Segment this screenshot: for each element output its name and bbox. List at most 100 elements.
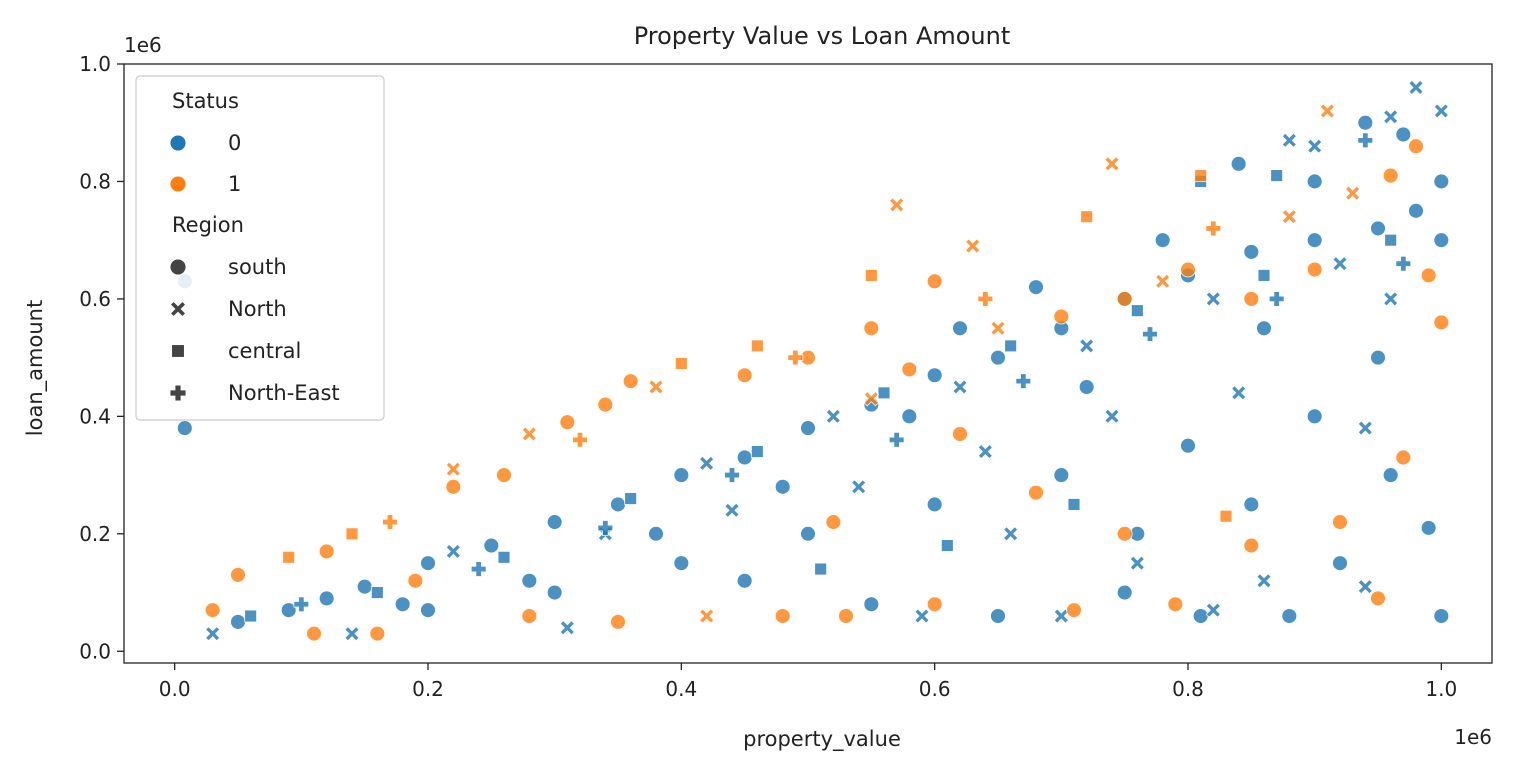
data-point xyxy=(1078,379,1095,395)
data-point xyxy=(724,502,740,519)
data-point xyxy=(1382,109,1399,125)
data-point xyxy=(624,492,638,506)
data-point xyxy=(1194,169,1208,183)
data-point xyxy=(864,268,878,282)
data-point xyxy=(926,367,943,384)
data-point xyxy=(1116,584,1133,601)
legend-marker-region-central xyxy=(171,344,185,358)
data-point xyxy=(1370,349,1386,366)
data-point xyxy=(610,496,626,513)
data-point xyxy=(1357,132,1374,149)
data-point xyxy=(926,596,943,613)
data-point xyxy=(901,361,918,378)
data-point xyxy=(204,625,221,642)
legend-marker-region-south xyxy=(169,258,187,276)
data-point xyxy=(521,426,538,442)
data-point xyxy=(293,596,310,613)
data-point xyxy=(1167,596,1184,613)
legend-label-status-0: 0 xyxy=(228,131,241,155)
data-point xyxy=(1268,290,1285,307)
data-point xyxy=(1002,526,1019,542)
data-point xyxy=(1281,608,1298,624)
data-point xyxy=(926,496,943,513)
x-tick-label: 0.6 xyxy=(919,677,951,701)
data-point xyxy=(1332,255,1348,272)
data-point xyxy=(559,414,576,431)
data-point xyxy=(1028,484,1044,501)
data-point xyxy=(572,431,588,448)
data-point xyxy=(863,596,880,613)
data-point xyxy=(1408,202,1424,219)
legend-label-region-south: south xyxy=(228,255,287,279)
data-point xyxy=(838,608,854,624)
data-point xyxy=(774,608,791,624)
data-point xyxy=(926,273,943,290)
y-tick-label: 0.2 xyxy=(79,522,111,546)
data-point xyxy=(1306,173,1323,190)
data-point xyxy=(750,445,764,459)
data-point xyxy=(1382,167,1399,184)
data-point xyxy=(445,461,462,477)
data-point xyxy=(470,561,487,577)
data-point xyxy=(1205,602,1222,618)
data-point xyxy=(990,349,1006,366)
data-point xyxy=(1180,261,1196,278)
data-point xyxy=(559,620,576,636)
x-tick-label: 0.4 xyxy=(665,677,697,701)
data-point xyxy=(1306,408,1323,425)
legend-label-region-North: North xyxy=(228,297,287,321)
data-point xyxy=(952,426,968,442)
data-point xyxy=(1192,608,1209,624)
data-point xyxy=(1116,290,1133,307)
data-point xyxy=(800,420,816,437)
data-point xyxy=(1066,602,1082,619)
data-point xyxy=(850,479,867,495)
data-point xyxy=(1230,155,1247,172)
data-point xyxy=(1053,308,1070,325)
data-point xyxy=(1154,232,1171,249)
data-point xyxy=(698,455,715,472)
data-point xyxy=(1080,210,1094,224)
data-point xyxy=(673,555,690,572)
data-point xyxy=(1281,208,1298,225)
series-status-1-North-East xyxy=(382,220,1222,531)
data-point xyxy=(1357,578,1374,595)
legend-marker-status-1 xyxy=(169,175,187,193)
data-point xyxy=(176,420,193,437)
data-point xyxy=(1230,385,1247,401)
data-point xyxy=(1243,496,1260,513)
data-point xyxy=(901,408,918,425)
data-point xyxy=(394,596,411,613)
data-point xyxy=(1357,420,1374,436)
data-point xyxy=(344,625,360,642)
legend-frame xyxy=(135,75,385,421)
legend-title-region: Region xyxy=(172,213,244,237)
series-status-1-central xyxy=(282,169,1233,564)
data-point xyxy=(1370,220,1386,237)
data-point xyxy=(1384,233,1398,247)
data-point xyxy=(204,602,221,619)
data-point xyxy=(496,467,512,484)
data-point xyxy=(597,519,614,536)
data-point xyxy=(1382,291,1399,307)
legend-label-region-central: central xyxy=(228,339,301,363)
data-point xyxy=(800,525,816,542)
x-tick-label: 0.0 xyxy=(159,677,191,701)
x-tick-label: 0.2 xyxy=(412,677,444,701)
data-point xyxy=(1243,290,1260,307)
data-point xyxy=(977,443,994,460)
data-point xyxy=(1078,338,1095,354)
data-point xyxy=(1306,232,1323,249)
data-point xyxy=(750,339,764,353)
y-tick-label: 0.0 xyxy=(79,639,111,663)
legend: Status 0 1 Region south North central North-Eas… xyxy=(135,75,385,421)
data-point xyxy=(280,602,297,619)
data-point xyxy=(244,609,258,623)
series-status-0-North xyxy=(204,79,1450,642)
data-point xyxy=(1319,103,1336,119)
legend-label-status-1: 1 xyxy=(228,172,241,196)
y-scale-label: 1e6 xyxy=(124,33,162,57)
series-status-0-south xyxy=(176,114,1450,630)
data-point xyxy=(1306,261,1323,278)
data-point xyxy=(673,467,690,484)
